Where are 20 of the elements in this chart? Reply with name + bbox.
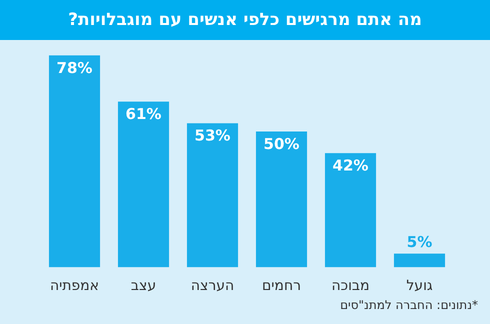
bar (186, 123, 238, 268)
x-tick-label: עצב (130, 278, 156, 294)
bar (324, 153, 376, 268)
x-tick-label: רחמים (262, 278, 301, 294)
bar (394, 254, 446, 268)
data-label: 61% (126, 104, 162, 123)
data-label: 42% (332, 156, 368, 175)
x-tick-label: הערצה (190, 278, 234, 294)
data-label: 50% (264, 134, 300, 153)
data-label: 78% (56, 58, 92, 77)
data-label: 53% (194, 126, 230, 145)
data-label: 5% (406, 233, 432, 252)
chart-title: מה אתם מרגישים כלפי אנשים עם מוגבלויות? (0, 0, 490, 40)
bar (256, 131, 308, 268)
bar (118, 102, 170, 268)
bar (48, 55, 100, 268)
x-tick-label: גועל (406, 278, 433, 294)
text: *נתונים: החברה למתנ"סים (339, 298, 479, 312)
x-tick-label: אמפתיה (50, 278, 100, 294)
x-tick-label: מבוכה (332, 278, 370, 294)
